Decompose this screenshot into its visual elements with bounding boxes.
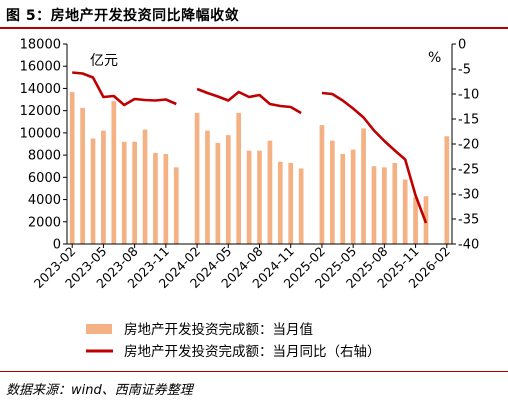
right-tick-label: -30 (458, 188, 479, 203)
bar-2024-12 (298, 168, 304, 244)
bar-2024-03 (205, 130, 210, 244)
right-axis-unit: % (428, 50, 441, 66)
bar-2024-07 (246, 150, 252, 244)
left-tick-label: 8000 (28, 149, 61, 164)
left-tick-label: 14000 (20, 82, 61, 97)
right-tick-label: -35 (458, 213, 479, 228)
left-axis-unit: 亿元 (90, 53, 118, 69)
source-rule (0, 371, 508, 372)
bar-2023-06 (111, 101, 117, 244)
source-note: 数据来源：wind、西南证券整理 (6, 383, 193, 398)
left-tick-label: 6000 (28, 171, 61, 186)
bar-2025-10 (402, 179, 408, 244)
left-tick-label: 18000 (20, 38, 61, 53)
bar-2024-11 (288, 162, 294, 244)
bar-2023-04 (90, 138, 96, 244)
bar-2023-08 (132, 141, 137, 244)
left-tick-label: 10000 (20, 126, 61, 141)
right-tick-label: -10 (458, 88, 479, 103)
bar-2025-09 (392, 162, 398, 244)
right-tick-label: -40 (458, 238, 479, 253)
bar-2023-07 (121, 141, 127, 244)
bar-2024-02 (194, 112, 200, 244)
right-tick-label: -5 (458, 63, 471, 78)
left-tick-label: 4000 (28, 193, 61, 208)
bar-2025-08 (382, 167, 387, 244)
chart-svg: 0 2000 4000 6000 8000 10000 12000 14000 16000 180… (20, 38, 480, 361)
right-tick-label: 0 (458, 38, 466, 53)
bar-2023-09 (142, 129, 148, 244)
right-tick-label: -15 (458, 113, 479, 128)
bar-2025-05 (350, 149, 356, 244)
legend-bar-swatch (86, 324, 112, 334)
bar-2023-02 (69, 92, 75, 244)
left-tick-label: 0 (53, 238, 61, 253)
bar-2023-11 (163, 154, 169, 244)
title-rule (0, 27, 508, 29)
chart-legend: 房地产开发投资完成额：当月值 房地产开发投资完成额：当月同比（右轴） (86, 322, 381, 360)
right-tick-label: -20 (458, 138, 479, 153)
left-tick-label: 16000 (20, 60, 61, 75)
bar-2025-03 (329, 140, 335, 244)
bar-2025-02 (319, 125, 325, 244)
bar-2024-04 (215, 142, 221, 244)
bar-2026-02 (444, 136, 450, 244)
bar-2025-07 (371, 166, 377, 244)
yoy-line-segment-1 (196, 87, 302, 115)
bar-2025-06 (361, 128, 366, 244)
yoy-line-segment-2 (321, 91, 428, 224)
legend-line-label: 房地产开发投资完成额：当月同比（右轴） (124, 344, 381, 360)
left-tick-label: 2000 (28, 215, 61, 230)
bar-2024-05 (225, 135, 231, 244)
bar-2023-05 (101, 130, 106, 244)
bar-2025-04 (340, 154, 346, 244)
bar-2024-08 (257, 150, 262, 244)
bar-2024-09 (267, 140, 273, 244)
bar-2025-11 (413, 197, 418, 244)
figure-title: 图 5：房地产开发投资同比降幅收敛 (6, 8, 240, 24)
left-tick-label: 12000 (20, 104, 61, 119)
bar-2024-06 (236, 112, 242, 244)
right-tick-label: -25 (458, 163, 479, 178)
plot-area (69, 71, 450, 244)
bar-2024-10 (277, 161, 283, 244)
bar-2023-12 (173, 167, 179, 244)
yoy-line-segment-0 (72, 71, 177, 107)
bar-2023-10 (153, 152, 158, 244)
legend-bar-label: 房地产开发投资完成额：当月值 (124, 322, 313, 338)
bar-2023-03 (80, 107, 85, 244)
